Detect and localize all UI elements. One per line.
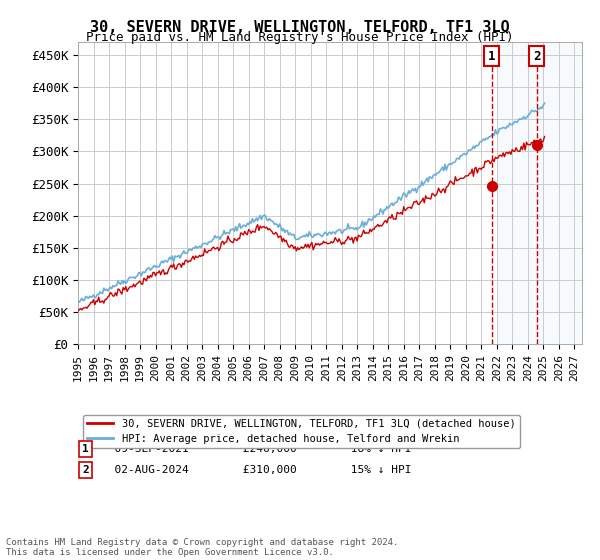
Legend: 30, SEVERN DRIVE, WELLINGTON, TELFORD, TF1 3LQ (detached house), HPI: Average pr: 30, SEVERN DRIVE, WELLINGTON, TELFORD, T… [83,414,520,448]
Text: 09-SEP-2021        £246,000        18% ↓ HPI: 09-SEP-2021 £246,000 18% ↓ HPI [101,444,411,454]
Text: 2: 2 [82,465,89,475]
Text: Contains HM Land Registry data © Crown copyright and database right 2024.
This d: Contains HM Land Registry data © Crown c… [6,538,398,557]
Bar [497,42,582,344]
Text: 2: 2 [533,50,541,63]
Text: 30, SEVERN DRIVE, WELLINGTON, TELFORD, TF1 3LQ: 30, SEVERN DRIVE, WELLINGTON, TELFORD, T… [90,20,510,35]
Text: 1: 1 [82,444,89,454]
Text: 02-AUG-2024        £310,000        15% ↓ HPI: 02-AUG-2024 £310,000 15% ↓ HPI [101,465,411,475]
Text: Price paid vs. HM Land Registry's House Price Index (HPI): Price paid vs. HM Land Registry's House … [86,31,514,44]
Text: 1: 1 [488,50,496,63]
